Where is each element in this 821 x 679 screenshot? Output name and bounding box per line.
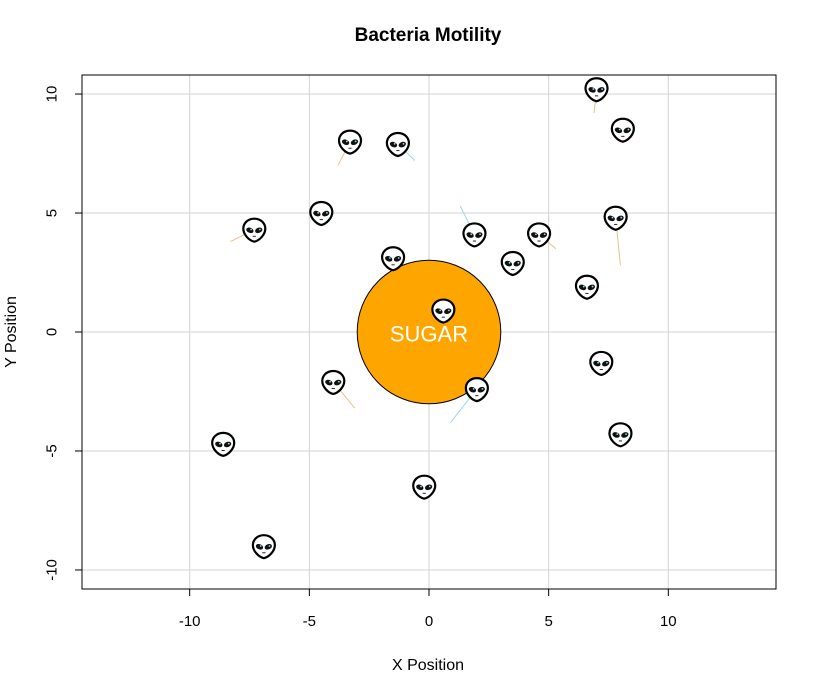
bacterium-alien-icon <box>500 250 525 277</box>
bacterium-alien-icon <box>603 205 628 231</box>
bacteria-points <box>211 77 635 560</box>
y-axis-label: Y Position <box>3 296 20 368</box>
bacterium-alien-icon <box>589 350 614 377</box>
bacterium-alien-icon <box>431 298 456 324</box>
x-tick-label: -5 <box>303 613 316 630</box>
bacterium-alien-icon <box>381 246 406 272</box>
y-tick-label: 10 <box>44 86 61 103</box>
bacterium-alien-icon <box>251 534 276 560</box>
axes: -10 -5 0 5 10 -10 -5 0 5 10 <box>44 86 677 630</box>
y-tick-label: -10 <box>44 559 61 581</box>
bacterium-alien-icon <box>574 274 600 300</box>
bacterium-alien-icon <box>242 217 267 243</box>
bacterium-alien-icon <box>610 117 635 143</box>
grid-lines <box>82 75 776 589</box>
x-tick-label: 10 <box>660 613 677 630</box>
y-tick-label: 5 <box>44 209 61 217</box>
y-tick-label: -5 <box>44 444 61 457</box>
bacterium-alien-icon <box>321 369 346 396</box>
bacterium-alien-icon <box>462 222 487 248</box>
sugar-label: SUGAR <box>390 322 468 347</box>
x-axis-label: X Position <box>392 657 464 674</box>
bacterium-alien-icon <box>412 474 437 500</box>
chart-title: Bacteria Motility <box>355 25 502 46</box>
bacterium-alien-icon <box>385 131 410 158</box>
x-tick-label: -10 <box>179 613 201 630</box>
bacterium-alien-icon <box>309 200 334 227</box>
bacterium-alien-icon <box>211 431 236 457</box>
bacterium-alien-icon <box>337 129 363 155</box>
x-tick-label: 5 <box>544 613 552 630</box>
bacterium-alien-icon <box>584 77 609 103</box>
x-tick-label: 0 <box>425 613 433 630</box>
bacterium-alien-icon <box>526 222 552 248</box>
y-tick-label: 0 <box>44 328 61 336</box>
sugar-circle <box>356 259 502 405</box>
bacterium-alien-icon <box>608 422 633 448</box>
bacterium-alien-icon <box>464 377 489 403</box>
sugar-source: SUGAR <box>356 259 502 405</box>
